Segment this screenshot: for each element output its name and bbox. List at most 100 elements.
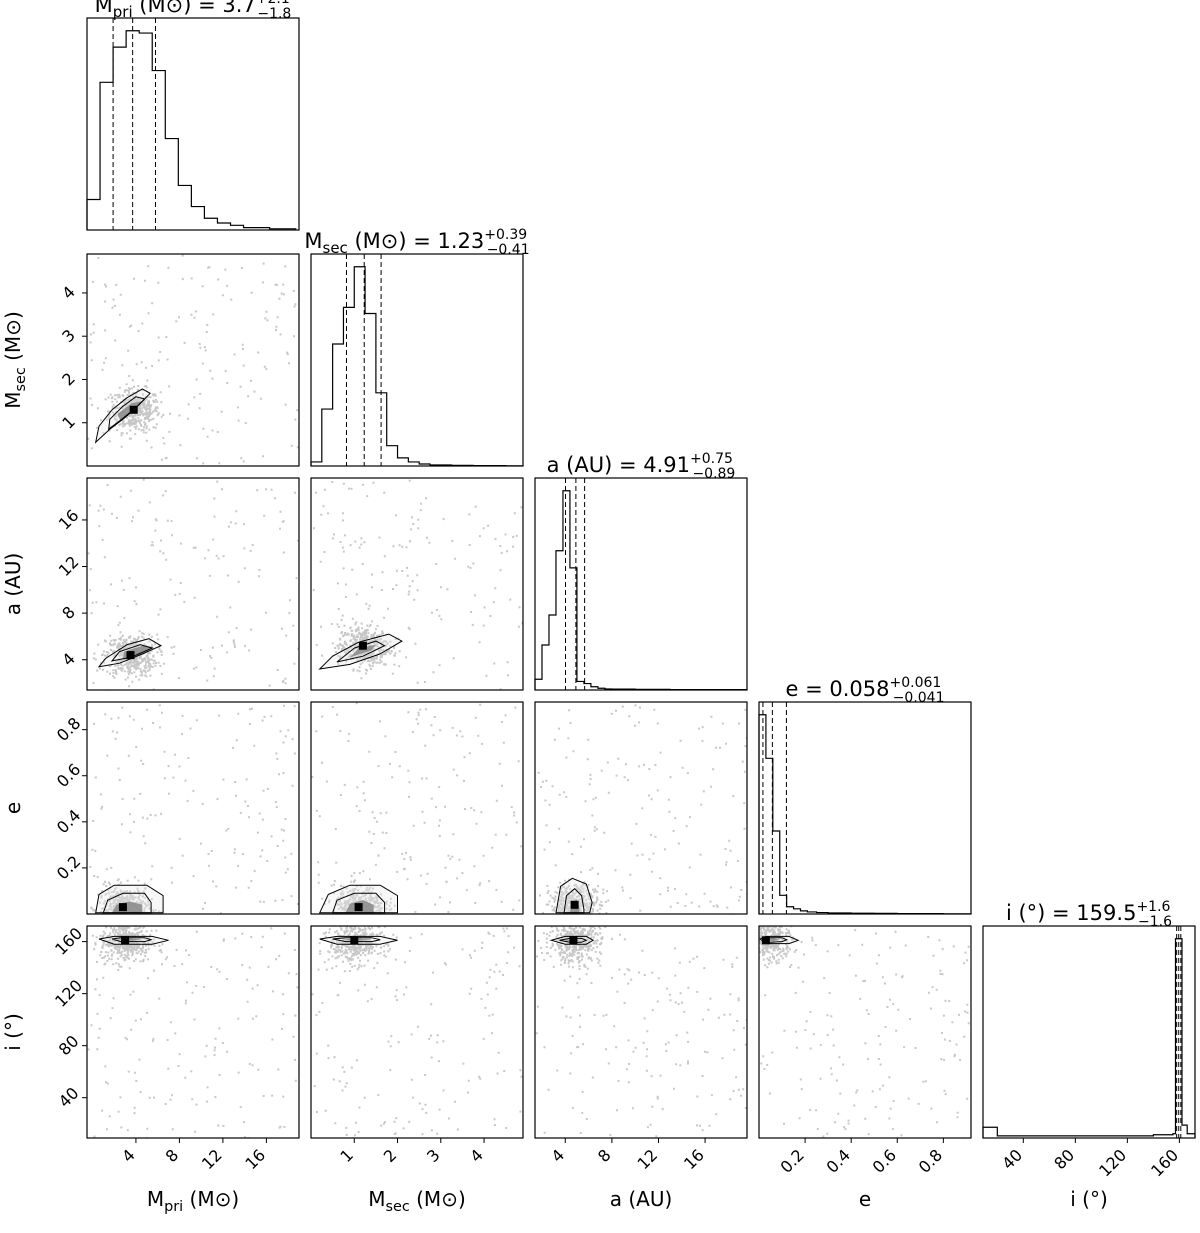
density-peak <box>129 405 138 414</box>
density-contour <box>762 937 789 943</box>
y-tick-label: 4 <box>58 649 79 670</box>
histogram-mpri: Mpri (M⊙) = 3.7+2.1−1.8 <box>86 0 300 231</box>
y-tick-label: 0.4 <box>53 806 84 837</box>
histogram-e: e = 0.058+0.061 −0.041 <box>758 675 972 915</box>
panel-content <box>537 704 747 914</box>
y-tick-label: 4 <box>58 282 79 303</box>
y-tick-label: 8 <box>58 602 79 623</box>
scatter-panel-mpri-a <box>86 477 300 691</box>
panel-frame <box>310 701 524 915</box>
histogram-a: a (AU) = 4.91+0.75 −0.89 <box>534 451 748 691</box>
sample-points <box>87 254 299 465</box>
y-axis-a: 4 8 12 16 a (AU) <box>1 506 87 670</box>
sample-points <box>537 704 747 914</box>
panel-frame <box>310 253 524 467</box>
panel-content <box>87 478 299 690</box>
density-peak <box>126 651 135 660</box>
density-contour <box>111 937 153 943</box>
scatter-panel-e-i <box>758 925 972 1139</box>
scatter-panel-mpri-e <box>86 701 300 915</box>
sample-points <box>87 478 299 690</box>
x-tick-label: 4 <box>547 1145 568 1166</box>
y-axis-label-msec: Msec (M⊙) <box>1 311 29 409</box>
scatter-panel-msec-a <box>310 477 524 691</box>
y-tick-label: 16 <box>55 506 83 534</box>
sample-points <box>311 926 523 1138</box>
density-contour <box>102 892 152 914</box>
x-tick-label: 120 <box>1095 1145 1130 1180</box>
panel-frame <box>982 925 1196 1139</box>
histogram-step <box>982 938 1196 1138</box>
panel-frame <box>534 477 748 691</box>
y-tick-label: 0.2 <box>53 852 84 883</box>
y-axis-label-i: i (°) <box>1 1013 25 1051</box>
y-axis-msec: 1 2 3 4 Msec (M⊙) <box>1 282 87 433</box>
scatter-panel-a-e <box>534 701 748 915</box>
panel-content <box>87 926 299 1138</box>
panel-content <box>89 704 299 914</box>
x-axis-label-mpri: Mpri (M⊙) <box>147 1187 239 1215</box>
panel-content <box>311 702 523 914</box>
x-tick-label: 16 <box>680 1145 708 1173</box>
panel-bg <box>983 926 1195 1138</box>
y-tick-label: 80 <box>55 1031 83 1059</box>
density-contour <box>108 396 146 431</box>
y-axis-e: 0.2 0.4 0.6 0.8 e <box>1 714 87 883</box>
panel-content <box>311 926 523 1138</box>
panel-title-msec: Msec (M⊙) = 1.23+0.39 −0.41 <box>304 227 529 258</box>
density-contour <box>318 633 403 670</box>
y-tick-label: 2 <box>58 369 79 390</box>
histogram-step <box>534 490 748 691</box>
y-tick-label: 3 <box>58 326 79 347</box>
panel-content <box>312 479 523 690</box>
x-tick-label: 80 <box>1050 1145 1078 1173</box>
y-tick-label: 160 <box>51 924 86 959</box>
panel-frame <box>534 701 748 915</box>
panel-frame <box>534 925 748 1139</box>
panel-bg <box>535 478 747 690</box>
x-tick-label: 16 <box>241 1145 269 1173</box>
y-tick-label: 40 <box>55 1083 83 1111</box>
y-axis-label-a: a (AU) <box>1 553 25 616</box>
density-peak <box>570 900 579 909</box>
x-axis-e: 0.2 0.4 0.6 0.8 e <box>776 1138 946 1211</box>
x-tick-label: 4 <box>466 1145 487 1166</box>
x-tick-label: 8 <box>162 1145 183 1166</box>
density-contour <box>563 888 585 914</box>
x-tick-label: 0.6 <box>869 1145 900 1176</box>
density-peak <box>354 903 363 912</box>
panel-title-i: i (°) = 159.5+1.6 −1.6 <box>1006 899 1172 930</box>
density-peak <box>569 936 578 945</box>
density-peak <box>358 641 367 650</box>
x-tick-label: 12 <box>633 1145 661 1173</box>
panel-frame <box>86 253 300 467</box>
density-peak <box>121 936 130 945</box>
y-tick-label: 120 <box>51 976 86 1011</box>
density-peak <box>761 936 770 945</box>
panel-bg <box>311 254 523 466</box>
x-tick-label: 12 <box>198 1145 226 1173</box>
scatter-panel-msec-e <box>310 701 524 915</box>
sample-points <box>312 479 523 690</box>
density-contour <box>336 640 386 663</box>
histogram-step <box>86 30 297 230</box>
x-tick-label: 1 <box>336 1145 357 1166</box>
y-tick-label: 0.6 <box>53 760 84 791</box>
density-peak <box>350 936 359 945</box>
panel-title-a: a (AU) = 4.91+0.75 −0.89 <box>547 451 736 482</box>
panel-content <box>535 926 747 1138</box>
density-contour <box>95 884 164 914</box>
density-contour <box>332 937 381 943</box>
x-tick-label: 40 <box>998 1145 1026 1173</box>
x-tick-label: 8 <box>594 1145 615 1166</box>
x-axis-i: 40 80 120 160 i (°) <box>998 1138 1182 1211</box>
panel-frame <box>86 701 300 915</box>
scatter-panel-mpri-msec <box>86 253 300 467</box>
scatter-panel-a-i <box>534 925 748 1139</box>
panel-title-e: e = 0.058+0.061 −0.041 <box>785 675 944 706</box>
y-tick-label: 12 <box>55 552 83 580</box>
panel-frame <box>310 477 524 691</box>
